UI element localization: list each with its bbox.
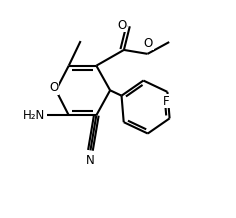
Text: H₂N: H₂N (23, 109, 46, 122)
Text: N: N (86, 154, 95, 167)
Text: O: O (117, 19, 126, 32)
Text: O: O (144, 37, 153, 49)
Text: F: F (163, 95, 170, 108)
Text: O: O (49, 82, 58, 94)
